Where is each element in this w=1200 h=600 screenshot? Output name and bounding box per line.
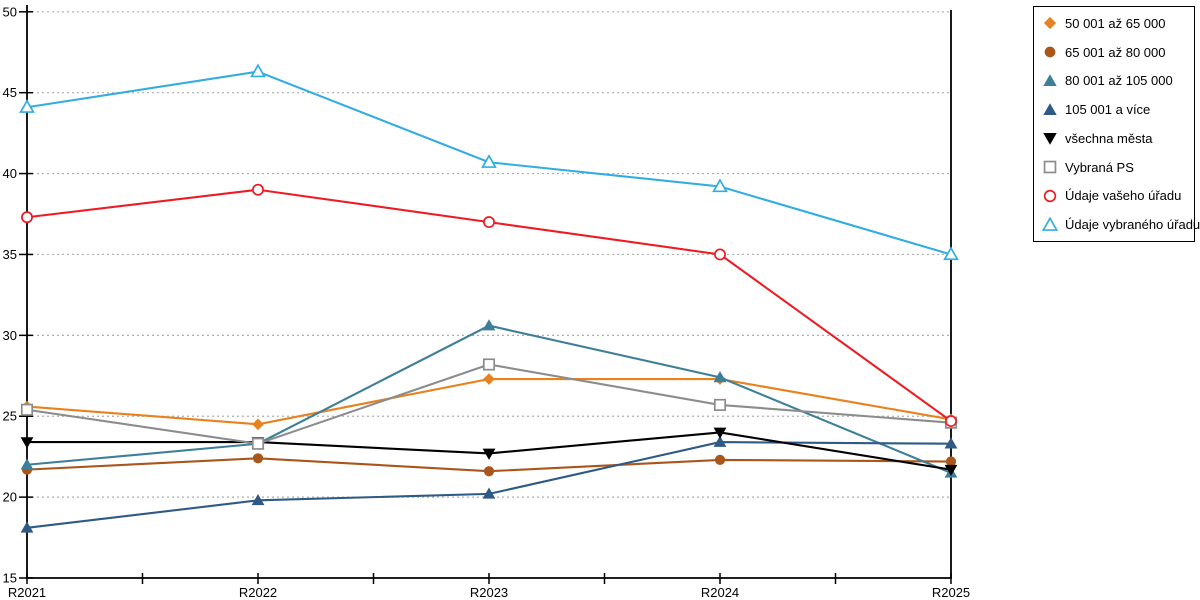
triangle-up-icon [1043, 102, 1057, 115]
circle-marker [945, 415, 957, 428]
series-udaje-vybraneho-uradu [19, 63, 959, 261]
legend-label: všechna města [1065, 130, 1153, 146]
legend-label: Údaje vašeho úřadu [1065, 188, 1182, 204]
circle-marker [21, 211, 33, 224]
legend-label: 105 001 a více [1065, 102, 1151, 118]
triangle-down-icon [1043, 133, 1057, 146]
diamond-marker [1043, 17, 1057, 30]
triangle-up-marker [944, 437, 958, 449]
series-vybrana-ps [20, 358, 958, 450]
square-marker [251, 437, 265, 450]
series-line-50-001-az-65-000 [26, 377, 952, 426]
y-axis-label: 50 [3, 4, 17, 19]
legend-label: 50 001 až 65 000 [1065, 15, 1166, 31]
triangle-up-marker [1043, 74, 1057, 86]
circle-marker [483, 216, 495, 229]
y-axis-label: 30 [3, 328, 17, 343]
y-axis-label: 20 [3, 490, 17, 505]
axes: 15 20 25 30 35 40 45 50 R2021 R2022 R2023 R2024 R202… [3, 4, 971, 600]
triangle-up-marker [19, 99, 35, 113]
y-axis-label: 45 [3, 85, 17, 100]
circle-marker [252, 453, 264, 464]
circle-marker [945, 456, 957, 467]
legend-item-50-001-az-65-000: 50 001 až 65 000 [1034, 15, 1194, 31]
legend-item-vybrana-ps: Vybraná PS [1034, 159, 1194, 175]
triangle-up-marker [713, 371, 727, 383]
triangle-down-marker [1043, 133, 1057, 146]
legend-item-65-001-az-80-000: 65 001 až 80 000 [1034, 44, 1194, 60]
circle-marker [714, 454, 726, 466]
circle-marker [483, 466, 495, 477]
circle-icon [1043, 189, 1057, 203]
triangle-up-marker [712, 178, 728, 193]
x-axis-label: R2025 [932, 585, 970, 600]
x-axis-label: R2021 [8, 585, 46, 600]
series-105-001-a-vice [20, 435, 958, 533]
legend-item-udaje-vybraneho-uradu: Údaje vybraného úřadu [1034, 216, 1200, 233]
series-50-001-az-65-000 [21, 373, 957, 431]
series-65-001-az-80-000 [21, 453, 957, 477]
triangle-up-icon [1042, 216, 1058, 231]
triangle-up-marker [1042, 216, 1058, 231]
legend-label: 80 001 až 105 000 [1065, 73, 1173, 89]
diamond-marker [483, 373, 495, 385]
legend-label: Vybraná PS [1065, 159, 1134, 175]
triangle-up-marker [482, 319, 496, 331]
triangle-up-marker [943, 246, 959, 261]
square-marker [20, 403, 34, 416]
square-marker [1043, 160, 1057, 174]
triangle-down-marker [20, 437, 34, 449]
triangle-up-marker [482, 487, 496, 499]
triangle-down-marker [713, 427, 727, 439]
series-udaje-vaseho-uradu [21, 183, 957, 428]
legend-item-udaje-vaseho-uradu: Údaje vašeho úřadu [1034, 188, 1194, 204]
circle-marker [714, 248, 726, 261]
legend-label: 65 001 až 80 000 [1065, 44, 1166, 60]
circle-marker [252, 183, 264, 196]
square-icon [1043, 160, 1057, 174]
y-axis-label: 35 [3, 247, 17, 262]
square-marker [713, 398, 727, 411]
x-axis-label: R2024 [701, 585, 739, 600]
legend-item-80-001-az-105-000: 80 001 až 105 000 [1034, 73, 1194, 89]
y-axis-label: 15 [3, 571, 17, 586]
triangle-up-icon [1043, 74, 1057, 86]
triangle-up-marker [481, 154, 497, 168]
diamond-marker [252, 418, 264, 431]
gridlines [27, 11, 951, 498]
triangle-up-marker [1043, 102, 1057, 115]
circle-marker [1044, 46, 1056, 58]
triangle-up-marker [713, 435, 727, 447]
triangle-up-marker [20, 521, 34, 533]
x-axis-label: R2022 [239, 585, 277, 600]
x-axis-label: R2023 [470, 585, 508, 600]
circle-icon [1044, 46, 1056, 58]
triangle-up-marker [250, 63, 266, 78]
triangle-down-marker [482, 448, 496, 460]
triangle-up-marker [251, 493, 265, 506]
circle-marker [1043, 189, 1057, 203]
legend-item-105-001-a-vice: 105 001 a více [1034, 102, 1194, 118]
legend-label: Údaje vybraného úřadu [1065, 217, 1200, 233]
legend-item-vsechna-mesta: všechna města [1034, 130, 1194, 146]
triangle-up-marker [20, 458, 34, 470]
triangle-down-marker [944, 464, 958, 477]
chart-legend: 50 001 až 65 000 65 001 až 80 000 80 001 a… [1033, 6, 1200, 242]
diamond-icon [1043, 17, 1057, 30]
square-marker [482, 358, 496, 371]
y-axis-label: 25 [3, 409, 17, 424]
y-axis-label: 40 [3, 166, 17, 181]
